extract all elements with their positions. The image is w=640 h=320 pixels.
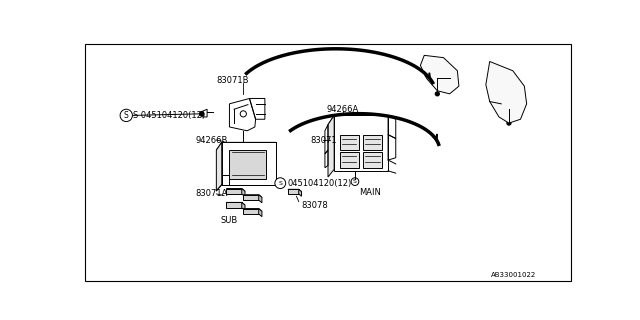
Polygon shape [340,152,359,168]
Polygon shape [334,116,388,171]
Circle shape [351,178,359,186]
Polygon shape [486,61,527,123]
Text: AB33001022: AB33001022 [491,272,536,278]
Polygon shape [230,150,266,179]
Polygon shape [242,188,245,196]
Polygon shape [242,203,245,211]
Polygon shape [299,189,301,196]
Polygon shape [363,135,382,150]
Text: 94266A: 94266A [326,105,358,114]
Polygon shape [288,189,301,192]
Polygon shape [216,142,276,150]
Polygon shape [221,142,276,185]
Polygon shape [243,195,259,200]
Polygon shape [340,135,359,150]
Text: S 045104120(12): S 045104120(12) [133,111,205,120]
Polygon shape [259,209,262,217]
Text: S: S [124,111,129,120]
Circle shape [507,121,511,125]
Polygon shape [227,188,242,194]
Circle shape [330,138,334,142]
Polygon shape [328,116,388,124]
Text: SUB: SUB [221,216,238,225]
Polygon shape [363,152,382,168]
Polygon shape [227,203,242,208]
Text: 83071B: 83071B [216,76,249,85]
Polygon shape [243,209,262,211]
Text: S: S [353,179,357,184]
Circle shape [435,92,439,96]
Polygon shape [227,203,245,205]
Text: 045104120(12): 045104120(12) [287,179,351,188]
Polygon shape [243,209,259,214]
Polygon shape [259,195,262,203]
Text: 83071: 83071 [310,136,337,145]
Polygon shape [328,116,334,177]
Text: 94266B: 94266B [196,136,228,145]
Polygon shape [420,55,459,94]
Text: 83071A: 83071A [196,189,228,198]
Text: S: S [278,181,282,186]
Polygon shape [243,195,262,197]
Polygon shape [216,142,221,191]
Circle shape [120,109,132,122]
Polygon shape [288,189,299,194]
Circle shape [200,112,204,116]
Circle shape [275,178,285,188]
Text: MAIN: MAIN [359,188,381,197]
Polygon shape [227,188,245,191]
Text: 83078: 83078 [301,201,328,210]
